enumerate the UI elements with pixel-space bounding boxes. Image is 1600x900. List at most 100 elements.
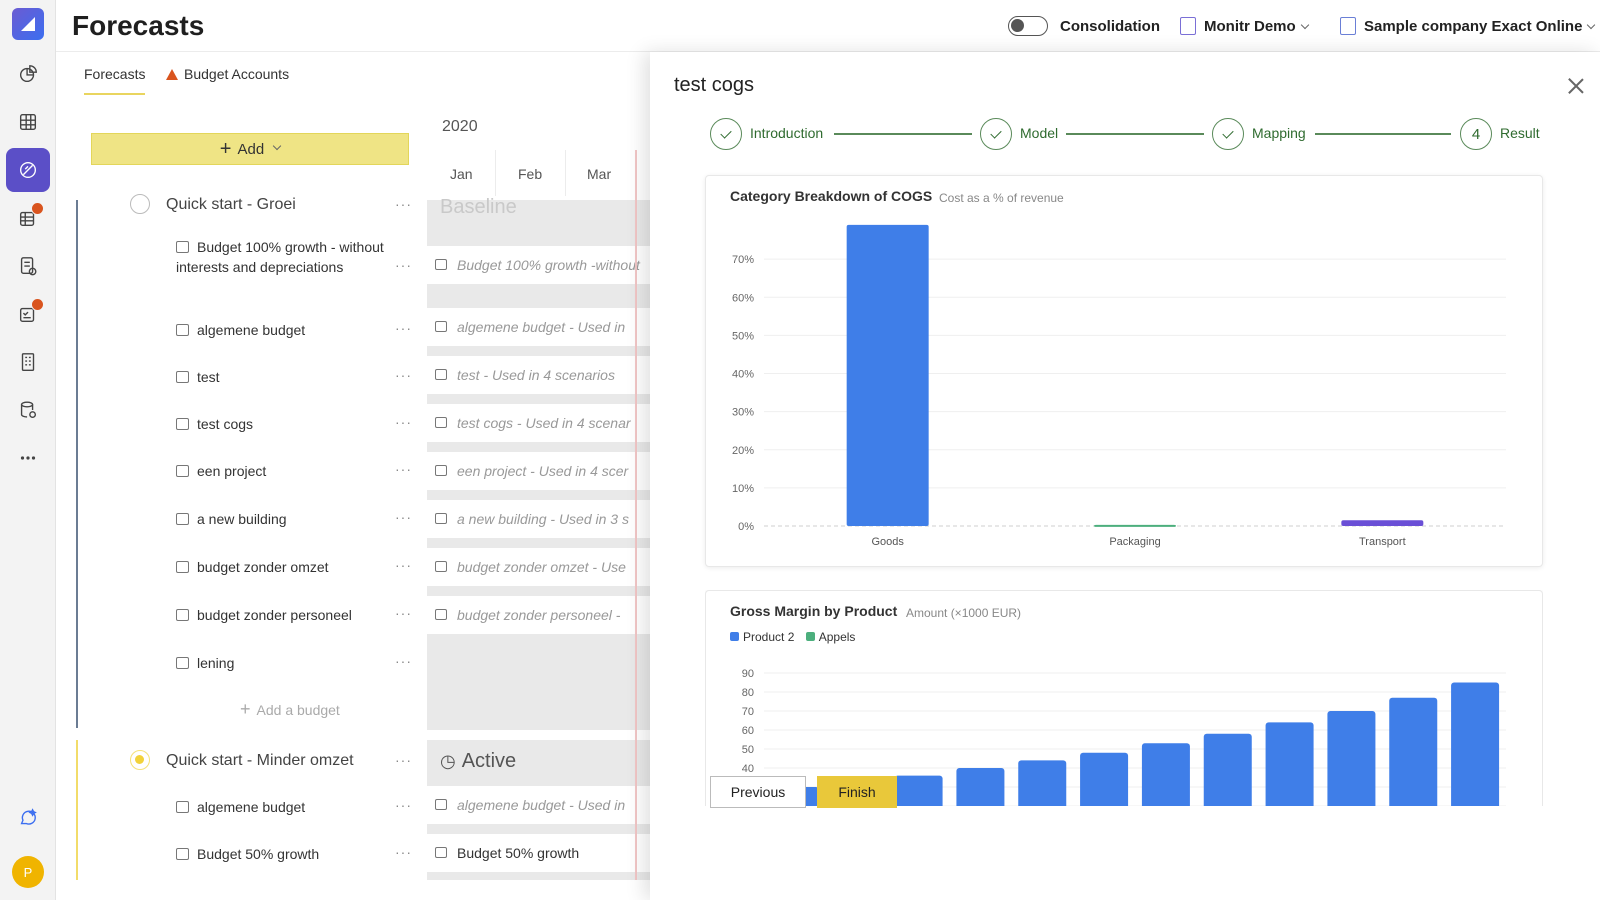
bar <box>956 768 1005 806</box>
scenario-radio[interactable] <box>130 194 150 214</box>
database-icon[interactable] <box>6 388 50 432</box>
warning-icon <box>166 69 178 80</box>
timeline-row[interactable]: Budget 50% growth <box>427 834 651 872</box>
step-check-icon[interactable] <box>1212 118 1244 150</box>
timeline-row[interactable]: algemene budget - Used in <box>427 786 651 824</box>
company-icon <box>1340 17 1356 35</box>
plus-icon: + <box>219 137 232 160</box>
chart-legend: Product 2 Appels <box>730 630 855 644</box>
company-selector[interactable]: Sample company Exact Online <box>1364 18 1596 35</box>
timeline-row[interactable]: test cogs - Used in 4 scenar <box>427 404 651 442</box>
table-icon[interactable] <box>6 100 50 144</box>
more-actions-icon[interactable]: ··· <box>395 461 412 477</box>
budget-name: algemene budget <box>197 799 306 815</box>
dashboard-icon[interactable] <box>6 52 50 96</box>
timeline-row[interactable]: budget zonder personeel - <box>427 596 651 634</box>
previous-button[interactable]: Previous <box>710 776 806 808</box>
budget-icon <box>435 465 447 476</box>
y-tick-label: 90 <box>742 668 754 680</box>
user-avatar[interactable]: P <box>12 856 44 888</box>
budget-item[interactable]: lening <box>176 653 386 673</box>
budget-item[interactable]: test <box>176 367 386 387</box>
bank-icon <box>176 657 189 669</box>
chart-title: Gross Margin by Product <box>730 603 898 619</box>
budget-name: een project <box>197 463 267 479</box>
budget-name: Budget 100% growth - without interests a… <box>176 239 384 275</box>
active-label: Active <box>461 750 517 772</box>
tab-budget-accounts[interactable]: Budget Accounts <box>166 66 289 82</box>
more-actions-icon[interactable]: ··· <box>395 320 412 336</box>
timeline-text: een project - Used in 4 scer <box>457 463 629 479</box>
budget-icon <box>435 417 447 428</box>
chart-scroll-area: Gross Margin by Product Amount (×1000 EU… <box>705 590 1543 806</box>
more-actions-icon[interactable]: ··· <box>395 196 412 212</box>
timeline-row[interactable]: test - Used in 4 scenarios <box>427 356 651 394</box>
budget-item[interactable]: budget zonder personeel <box>176 605 386 625</box>
budget-icon <box>435 609 447 620</box>
add-button[interactable]: + Add <box>91 133 409 165</box>
building-icon[interactable] <box>6 340 50 384</box>
consolidation-toggle[interactable] <box>1008 16 1048 36</box>
y-tick-label: 70% <box>732 254 754 266</box>
more-actions-icon[interactable]: ··· <box>395 557 412 573</box>
timeline-text: test - Used in 4 scenarios <box>457 367 615 383</box>
budget-item[interactable]: Budget 100% growth - without interests a… <box>176 237 386 277</box>
budget-item[interactable]: test cogs <box>176 414 386 434</box>
budget-icon <box>176 371 189 383</box>
today-marker <box>635 150 637 880</box>
step-number[interactable]: 4 <box>1460 118 1492 150</box>
budget-item[interactable]: algemene budget <box>176 320 386 340</box>
more-actions-icon[interactable]: ··· <box>395 797 412 813</box>
budget-table-icon[interactable] <box>6 196 50 240</box>
bar <box>1141 743 1190 806</box>
more-actions-icon[interactable]: ··· <box>395 509 412 525</box>
report-add-icon[interactable] <box>6 244 50 288</box>
timeline-row[interactable]: algemene budget - Used in <box>427 308 651 346</box>
forecast-icon[interactable] <box>6 148 50 192</box>
timeline-row[interactable]: budget zonder omzet - Use <box>427 548 651 586</box>
step-model[interactable]: Model <box>1020 125 1059 141</box>
timeline-row[interactable]: een project - Used in 4 scer <box>427 452 651 490</box>
chart-subtitle: Amount (×1000 EUR) <box>906 606 1022 620</box>
step-connector <box>1315 133 1451 135</box>
step-check-icon[interactable] <box>980 118 1012 150</box>
timeline-row[interactable]: a new building - Used in 3 s <box>427 500 651 538</box>
more-actions-icon[interactable]: ··· <box>395 414 412 430</box>
budget-item[interactable]: algemene budget <box>176 797 386 817</box>
more-actions-icon[interactable]: ··· <box>395 752 412 768</box>
step-introduction[interactable]: Introduction <box>750 125 824 141</box>
step-result[interactable]: Result <box>1500 125 1540 141</box>
org-selector[interactable]: Monitr Demo <box>1204 18 1309 35</box>
y-tick-label: 40 <box>742 763 754 775</box>
timeline-row[interactable]: Budget 100% growth -without <box>427 246 651 284</box>
assistant-icon[interactable] <box>6 796 50 840</box>
close-icon[interactable] <box>1568 78 1584 94</box>
tab-forecasts[interactable]: Forecasts <box>84 66 146 95</box>
budget-item[interactable]: budget zonder omzet <box>176 557 386 577</box>
budget-item[interactable]: Budget 50% growth <box>176 844 386 864</box>
more-actions-icon[interactable]: ··· <box>395 653 412 669</box>
cogs-bar-chart: 0% 10% 20% 30% 40% 50% 60% 70% Goods Packaging Tra… <box>732 224 1506 548</box>
clock-icon: ◷ <box>440 751 456 771</box>
app-logo[interactable] <box>12 8 44 40</box>
scenario-radio[interactable] <box>130 750 150 770</box>
y-tick-label: 60 <box>742 725 754 737</box>
group-title: Quick start - Minder omzet <box>166 752 354 769</box>
chart-subtitle: Cost as a % of revenue <box>939 191 1064 205</box>
more-actions-icon[interactable]: ··· <box>395 367 412 383</box>
budget-icon <box>176 848 189 860</box>
budget-item[interactable]: een project <box>176 461 386 481</box>
budget-item[interactable]: a new building <box>176 509 386 529</box>
budget-name: budget zonder personeel <box>197 607 352 623</box>
budget-name: a new building <box>197 511 287 527</box>
add-budget-button[interactable]: + Add a budget <box>240 699 340 720</box>
step-check-icon[interactable] <box>710 118 742 150</box>
more-actions-icon[interactable]: ··· <box>395 844 412 860</box>
timeline-text: algemene budget - Used in <box>457 319 626 335</box>
more-actions-icon[interactable]: ··· <box>395 257 412 273</box>
more-icon[interactable] <box>6 436 50 480</box>
tasks-icon[interactable] <box>6 292 50 336</box>
finish-button[interactable]: Finish <box>817 776 897 808</box>
step-mapping[interactable]: Mapping <box>1252 125 1306 141</box>
more-actions-icon[interactable]: ··· <box>395 605 412 621</box>
